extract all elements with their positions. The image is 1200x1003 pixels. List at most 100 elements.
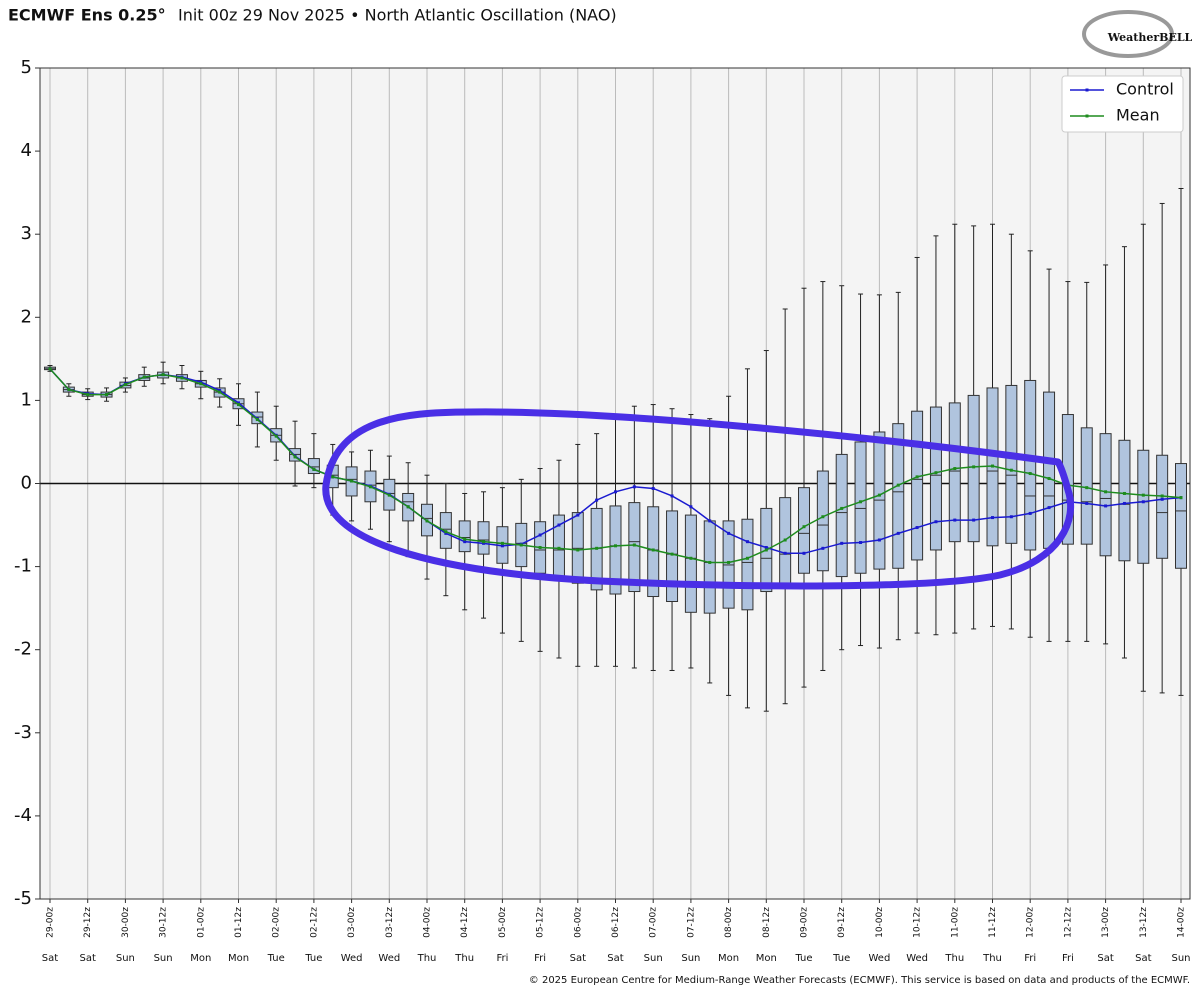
series-point bbox=[161, 373, 165, 377]
series-point bbox=[859, 500, 863, 504]
legend-label: Mean bbox=[1116, 106, 1160, 125]
x-tick-label: 13-00z bbox=[1101, 907, 1111, 938]
weekday-label: Tue bbox=[794, 953, 812, 964]
footer: © 2025 European Centre for Medium-Range … bbox=[529, 975, 1190, 986]
series-point bbox=[1104, 490, 1108, 494]
series-point bbox=[802, 525, 806, 529]
series-point bbox=[840, 506, 844, 510]
weekday-label: Mon bbox=[190, 953, 211, 964]
series-point bbox=[953, 518, 957, 522]
box bbox=[1137, 449, 1150, 564]
series-point bbox=[689, 556, 693, 560]
x-tick-label: 04-12z bbox=[460, 907, 470, 938]
series-point bbox=[406, 505, 410, 509]
series-point bbox=[595, 546, 599, 550]
series-point bbox=[972, 518, 976, 522]
series-point bbox=[802, 551, 806, 555]
series-point bbox=[312, 467, 316, 471]
x-tick-label: 14-00z bbox=[1177, 907, 1187, 938]
x-tick-label: 09-00z bbox=[800, 907, 810, 938]
y-tick-label: -4 bbox=[14, 805, 32, 826]
series-point bbox=[651, 548, 655, 552]
box bbox=[1043, 391, 1056, 549]
weekday-label: Sun bbox=[1171, 953, 1190, 964]
series-point bbox=[1009, 468, 1013, 472]
series-point bbox=[500, 541, 504, 545]
box bbox=[477, 521, 490, 555]
box bbox=[967, 394, 980, 543]
weekday-label: Tue bbox=[832, 953, 850, 964]
series-point bbox=[1104, 504, 1108, 508]
series-point bbox=[482, 541, 486, 545]
box bbox=[1080, 427, 1093, 545]
series-point bbox=[595, 498, 599, 502]
weekday-label: Tue bbox=[267, 953, 285, 964]
series-point bbox=[1047, 477, 1051, 481]
box bbox=[911, 410, 924, 561]
weekday-label: Fri bbox=[534, 953, 546, 964]
series-point bbox=[1028, 511, 1032, 515]
y-tick-label: 1 bbox=[21, 389, 32, 410]
series-point bbox=[727, 560, 731, 564]
series-point bbox=[651, 486, 655, 490]
x-tick-label: 29-00z bbox=[46, 907, 56, 938]
weekday-label: Sun bbox=[116, 953, 135, 964]
x-tick-label: 01-00z bbox=[196, 907, 206, 938]
series-point bbox=[1160, 494, 1164, 498]
box bbox=[1156, 454, 1169, 559]
weekday-label: Thu bbox=[982, 953, 1002, 964]
x-tick-label: 01-12z bbox=[234, 907, 244, 938]
series-point bbox=[934, 471, 938, 475]
box bbox=[684, 514, 697, 613]
series-point bbox=[632, 485, 636, 489]
series-point bbox=[783, 551, 787, 555]
weekday-label: Sun bbox=[154, 953, 173, 964]
legend-marker bbox=[1085, 114, 1089, 118]
x-tick-label: 05-12z bbox=[536, 907, 546, 938]
chart-subtitle: Init 00z 29 Nov 2025 • North Atlantic Os… bbox=[178, 6, 617, 25]
chart-title: ECMWF Ens 0.25° bbox=[8, 6, 166, 25]
x-tick-label: 09-12z bbox=[837, 907, 847, 938]
series-point bbox=[444, 530, 448, 534]
y-tick-label: -1 bbox=[14, 556, 32, 577]
series-point bbox=[350, 479, 354, 483]
y-tick-label: 0 bbox=[21, 473, 32, 494]
series-point bbox=[463, 540, 467, 544]
x-tick-label: 10-12z bbox=[913, 907, 923, 938]
series-point bbox=[557, 523, 561, 527]
series-point bbox=[1122, 491, 1126, 495]
series-point bbox=[708, 519, 712, 523]
series-point bbox=[689, 505, 693, 509]
series-point bbox=[255, 418, 259, 422]
series-point bbox=[991, 464, 994, 468]
series-point bbox=[915, 526, 919, 530]
x-tick-label: 10-00z bbox=[875, 907, 885, 938]
series-point bbox=[859, 541, 863, 545]
series-point bbox=[142, 375, 146, 379]
legend-label: Control bbox=[1116, 80, 1174, 99]
y-tick-label: -5 bbox=[14, 888, 32, 909]
series-point bbox=[425, 519, 429, 523]
weekday-label: Sat bbox=[570, 953, 586, 964]
box bbox=[892, 423, 905, 569]
weekday-label: Wed bbox=[868, 953, 890, 964]
y-tick-label: 4 bbox=[21, 140, 32, 161]
series-point bbox=[444, 531, 448, 535]
series-point bbox=[1141, 493, 1145, 497]
series-point bbox=[991, 516, 994, 520]
series-point bbox=[368, 485, 372, 489]
series-point bbox=[538, 545, 542, 549]
series-point bbox=[123, 383, 127, 387]
weekday-label: Thu bbox=[454, 953, 474, 964]
series-point bbox=[218, 388, 222, 392]
box bbox=[948, 402, 961, 543]
weekday-label: Sat bbox=[42, 953, 58, 964]
box bbox=[458, 520, 471, 553]
x-tick-label: 12-00z bbox=[1026, 907, 1036, 938]
weekday-label: Sun bbox=[644, 953, 663, 964]
series-point bbox=[670, 552, 674, 556]
series-point bbox=[708, 560, 712, 564]
series-point bbox=[237, 403, 240, 407]
series-point bbox=[1085, 486, 1089, 490]
